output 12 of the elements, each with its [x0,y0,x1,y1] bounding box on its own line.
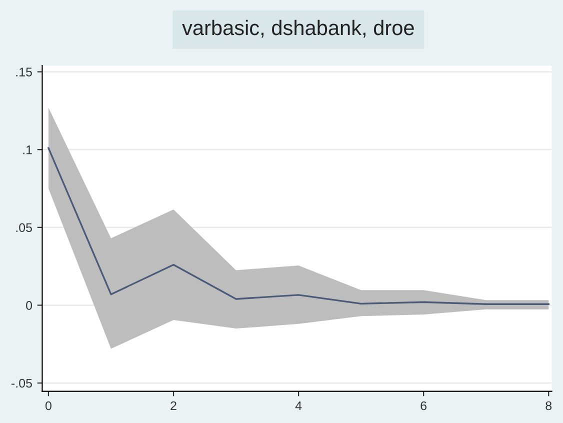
x-tick-label: 4 [295,401,302,410]
y-tick-label: .05 [16,223,32,232]
x-tick-label: 6 [420,401,427,410]
y-tick-label: .1 [23,146,32,154]
x-tick-label: 0 [45,401,52,410]
x-tick-label: 2 [170,401,176,410]
chart-title: varbasic, dshabank, droe [182,20,414,38]
y-tick-label: 0 [26,301,32,310]
x-tick-label: 8 [546,401,552,410]
y-tick-label: .15 [16,68,32,76]
line-series [48,147,550,305]
y-tick-label: -.05 [12,378,32,388]
